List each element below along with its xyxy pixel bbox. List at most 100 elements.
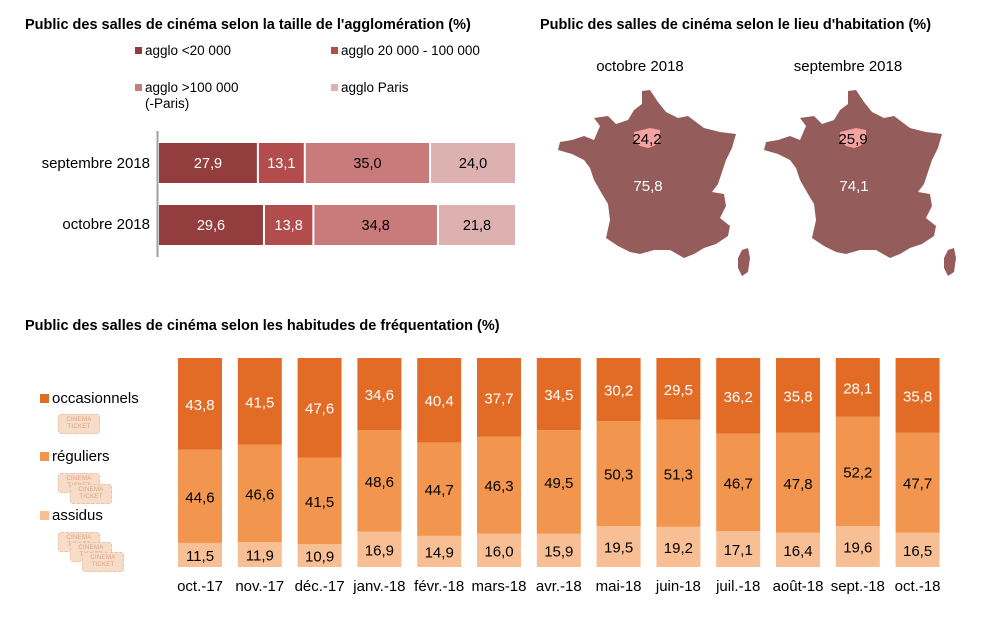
bar-value-label: 21,8 <box>463 218 491 234</box>
agglo-chart-plot: 27,9 13,1 35,0 24,0 29,6 13,8 34,8 21,8 <box>156 131 515 257</box>
legend-swatch <box>331 84 338 91</box>
bar-segment <box>237 358 282 445</box>
x-tick-label: mai-18 <box>596 578 642 595</box>
bar-value-label: 47,6 <box>305 401 334 418</box>
bar-value-label: 13,1 <box>267 156 295 172</box>
bar-segment <box>596 526 641 567</box>
x-tick-label: oct.-18 <box>895 578 941 595</box>
bar-value-label: 19,6 <box>843 539 872 556</box>
legend-label: agglo >100 000 <box>145 80 239 95</box>
legend-occasionnels: occasionnels <box>40 390 139 407</box>
corsica-shape <box>738 248 750 276</box>
bar-segment <box>417 535 462 567</box>
bar-value-label: 37,7 <box>484 390 513 407</box>
bar-segment <box>656 419 701 527</box>
bar-segment <box>536 430 581 534</box>
bar-segment <box>159 143 257 183</box>
bar-segment <box>895 532 940 567</box>
legend-swatch <box>40 452 49 461</box>
bar-value-label: 30,2 <box>604 383 633 400</box>
bar-segment <box>835 358 880 417</box>
bar-value-label: 49,5 <box>544 475 573 492</box>
france-shape <box>558 90 736 258</box>
bar-segment <box>178 358 222 450</box>
row-label-octobre: octobre 2018 <box>62 216 150 233</box>
bar-segment <box>237 444 282 543</box>
bar-segment <box>438 205 515 245</box>
legend-label: agglo <20 000 <box>145 43 231 58</box>
bar-value-label: 51,3 <box>664 466 693 483</box>
bar-segment <box>417 358 462 443</box>
bar-segment <box>258 143 304 183</box>
x-tick-label: juil.-18 <box>715 578 760 595</box>
legend-agglo-lt20k: agglo <20 000 <box>135 43 231 59</box>
bar-segment <box>477 533 521 567</box>
bar-value-label: 44,7 <box>425 482 454 499</box>
bar-segment <box>776 532 820 567</box>
bar-segment <box>596 421 641 527</box>
bar-value-label: 40,4 <box>425 393 454 410</box>
bar-value-label: 15,9 <box>544 543 573 560</box>
bar-value-label: 19,2 <box>664 540 693 557</box>
bar-value-label: 19,5 <box>604 540 633 557</box>
bar-segment <box>716 358 761 434</box>
bar-value-label: 50,3 <box>604 467 633 484</box>
legend-swatch <box>40 394 49 403</box>
bar-value-label: 27,9 <box>194 156 222 172</box>
legend-label: réguliers <box>52 448 110 465</box>
bar-value-label: 52,2 <box>843 464 872 481</box>
bar-segment <box>357 531 402 567</box>
corsica-shape <box>944 248 956 276</box>
map-septembre: 25,9 74,1 <box>764 90 956 276</box>
legend-agglo-gt100k: agglo >100 000 (-Paris) <box>135 80 238 112</box>
bar-value-label: 46,3 <box>484 478 513 495</box>
bar-value-label: 28,1 <box>843 380 872 397</box>
x-tick-label: mars-18 <box>471 578 526 595</box>
map-rest-value: 74,1 <box>839 178 868 195</box>
bar-value-label: 44,6 <box>185 489 214 506</box>
legend-label: assidus <box>52 507 103 524</box>
bar-segment <box>656 526 701 567</box>
bar-value-label: 47,7 <box>903 476 932 493</box>
bar-value-label: 16,0 <box>484 543 513 560</box>
map-octobre: 24,2 75,8 <box>558 90 750 276</box>
chart-map-title: Public des salles de cinéma selon le lie… <box>540 17 932 33</box>
chart-agglo-title: Public des salles de cinéma selon la tai… <box>25 17 471 33</box>
bar-segment <box>716 433 761 532</box>
bar-value-label: 34,5 <box>544 387 573 404</box>
bar-value-label: 35,8 <box>783 388 812 405</box>
bar-segment <box>159 205 263 245</box>
bar-value-label: 34,6 <box>365 387 394 404</box>
x-tick-label: sept.-18 <box>831 578 885 595</box>
bar-value-label: 29,5 <box>664 382 693 399</box>
bar-segment <box>477 358 521 437</box>
map-panel-title-septembre: septembre 2018 <box>793 58 903 75</box>
bar-value-label: 35,0 <box>353 156 381 172</box>
bar-segment <box>776 358 820 433</box>
x-tick-label: oct.-17 <box>177 578 223 595</box>
bar-value-label: 41,5 <box>305 494 334 511</box>
bar-value-label: 41,5 <box>245 394 274 411</box>
bar-value-label: 34,8 <box>362 218 390 234</box>
map-panel-title-octobre: octobre 2018 <box>596 58 684 75</box>
legend-swatch <box>135 84 142 91</box>
paris-region-shape <box>634 128 660 148</box>
bar-segment <box>297 544 342 567</box>
bar-value-label: 29,6 <box>197 218 225 234</box>
bar-value-label: 43,8 <box>185 397 214 414</box>
bar-value-label: 35,8 <box>903 388 932 405</box>
bar-segment <box>536 358 581 431</box>
bar-value-label: 36,2 <box>724 389 753 406</box>
bar-segment <box>297 358 342 458</box>
map-rest-value: 75,8 <box>633 178 662 195</box>
bar-segment <box>536 533 581 567</box>
bar-value-label: 48,6 <box>365 474 394 491</box>
legend-assidus: assidus <box>40 507 103 524</box>
paris-region-shape <box>840 128 866 148</box>
legend-label: occasionnels <box>52 390 139 407</box>
legend-swatch <box>40 511 49 520</box>
bar-value-label: 14,9 <box>425 544 454 561</box>
